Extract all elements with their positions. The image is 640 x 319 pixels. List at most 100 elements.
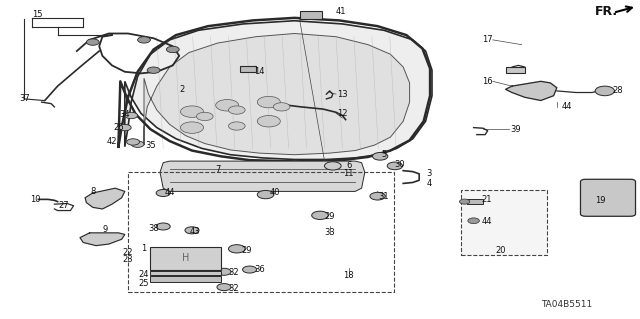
Polygon shape xyxy=(85,188,125,209)
Text: 31: 31 xyxy=(379,192,389,201)
Text: 30: 30 xyxy=(395,160,405,169)
Text: 7: 7 xyxy=(215,165,220,174)
Bar xyxy=(240,66,256,72)
Bar xyxy=(128,172,394,292)
Text: 32: 32 xyxy=(228,268,239,277)
Text: 19: 19 xyxy=(595,197,605,205)
Text: 42: 42 xyxy=(107,137,117,146)
Text: 29: 29 xyxy=(241,246,252,255)
Text: 44: 44 xyxy=(481,217,492,226)
Text: 36: 36 xyxy=(254,265,264,274)
Text: FR.: FR. xyxy=(595,5,618,18)
Circle shape xyxy=(196,112,213,121)
Circle shape xyxy=(312,211,328,219)
Circle shape xyxy=(156,189,170,197)
Text: 3: 3 xyxy=(426,169,431,178)
Text: TA04B5511: TA04B5511 xyxy=(541,300,592,309)
Polygon shape xyxy=(150,271,221,275)
Text: 16: 16 xyxy=(483,77,493,86)
Circle shape xyxy=(273,103,290,111)
Text: 38: 38 xyxy=(148,224,159,233)
Text: H: H xyxy=(182,253,189,263)
Circle shape xyxy=(180,106,204,117)
Polygon shape xyxy=(80,233,125,246)
Text: 4: 4 xyxy=(426,179,431,188)
Text: 12: 12 xyxy=(337,109,348,118)
Text: 27: 27 xyxy=(59,201,69,210)
Text: 9: 9 xyxy=(103,225,108,234)
Text: 2: 2 xyxy=(180,85,185,94)
Text: 40: 40 xyxy=(270,189,280,197)
Text: 34: 34 xyxy=(120,110,130,119)
Circle shape xyxy=(217,268,231,275)
Bar xyxy=(467,199,483,204)
Circle shape xyxy=(147,67,160,73)
Text: 20: 20 xyxy=(495,246,506,255)
Polygon shape xyxy=(144,33,410,155)
Text: 8: 8 xyxy=(90,187,95,196)
Text: 25: 25 xyxy=(139,279,149,288)
Circle shape xyxy=(595,86,614,96)
Circle shape xyxy=(217,284,231,291)
Text: 43: 43 xyxy=(190,227,200,236)
Text: 39: 39 xyxy=(510,125,520,134)
Circle shape xyxy=(166,46,179,53)
Text: 35: 35 xyxy=(145,141,156,150)
Circle shape xyxy=(257,190,274,199)
Circle shape xyxy=(125,112,138,119)
Text: 18: 18 xyxy=(344,271,354,280)
Text: 23: 23 xyxy=(123,256,133,264)
Circle shape xyxy=(216,100,239,111)
Text: 28: 28 xyxy=(612,86,623,95)
Text: 26: 26 xyxy=(113,123,124,132)
Polygon shape xyxy=(150,276,221,282)
Circle shape xyxy=(468,218,479,224)
Bar xyxy=(461,190,547,255)
Circle shape xyxy=(180,122,204,133)
Text: 33: 33 xyxy=(324,228,335,237)
Circle shape xyxy=(460,199,470,204)
Bar xyxy=(506,67,525,73)
Circle shape xyxy=(228,245,245,253)
Polygon shape xyxy=(160,161,365,191)
FancyBboxPatch shape xyxy=(580,179,636,216)
Bar xyxy=(300,11,322,19)
Text: 21: 21 xyxy=(481,195,492,204)
Text: 41: 41 xyxy=(336,7,346,16)
Circle shape xyxy=(257,96,280,108)
Circle shape xyxy=(185,227,199,234)
Circle shape xyxy=(387,162,403,170)
Circle shape xyxy=(370,192,385,200)
Text: 37: 37 xyxy=(19,94,29,103)
Text: 13: 13 xyxy=(337,90,348,99)
Circle shape xyxy=(138,37,150,43)
Circle shape xyxy=(257,115,280,127)
Circle shape xyxy=(118,124,131,131)
Text: 44: 44 xyxy=(561,102,572,111)
Circle shape xyxy=(243,266,257,273)
Text: 29: 29 xyxy=(324,212,335,221)
Text: 1: 1 xyxy=(141,244,147,253)
Text: 11: 11 xyxy=(344,169,354,178)
Circle shape xyxy=(324,162,341,170)
Circle shape xyxy=(131,141,144,147)
Text: 44: 44 xyxy=(164,189,175,197)
Text: 22: 22 xyxy=(123,248,133,256)
Text: 10: 10 xyxy=(30,195,40,204)
Circle shape xyxy=(86,39,99,45)
Polygon shape xyxy=(506,81,557,100)
Circle shape xyxy=(228,122,245,130)
Polygon shape xyxy=(150,247,221,270)
Circle shape xyxy=(156,223,170,230)
Polygon shape xyxy=(125,21,432,160)
Text: 5: 5 xyxy=(381,150,387,159)
Text: 15: 15 xyxy=(32,10,42,19)
Text: 6: 6 xyxy=(346,161,351,170)
Circle shape xyxy=(228,106,245,114)
Circle shape xyxy=(372,152,388,160)
Text: 17: 17 xyxy=(483,35,493,44)
Circle shape xyxy=(127,139,140,145)
Text: 32: 32 xyxy=(228,284,239,293)
Text: 14: 14 xyxy=(254,67,264,76)
Text: 24: 24 xyxy=(139,270,149,279)
